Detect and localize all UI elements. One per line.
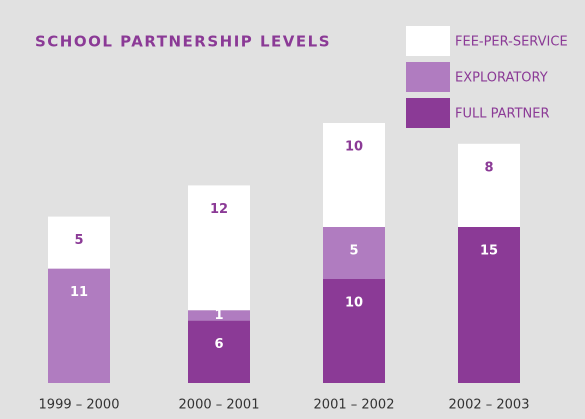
bar-segment <box>458 143 520 227</box>
x-tick-label: 2002 – 2003 <box>449 398 530 413</box>
legend-swatch <box>406 26 450 56</box>
legend-label: EXPLORATORY <box>455 71 548 86</box>
bar-segment <box>48 268 110 383</box>
bar-segment <box>323 123 385 227</box>
bar-segment <box>323 227 385 279</box>
x-tick-label: 2000 – 2001 <box>179 398 260 413</box>
x-tick-label: 2001 – 2002 <box>314 398 395 413</box>
bar-segment <box>458 227 520 383</box>
value-label: 5 <box>74 233 83 248</box>
value-label: 12 <box>210 202 228 217</box>
value-label: 15 <box>480 244 498 259</box>
value-label: 10 <box>345 296 363 311</box>
bar-segment <box>323 279 385 383</box>
value-label: 1 <box>214 308 223 323</box>
value-label: 8 <box>484 160 493 175</box>
bar-segment <box>48 216 110 269</box>
legend-label: FULL PARTNER <box>455 107 550 122</box>
x-tick-label: 1999 – 2000 <box>39 398 120 413</box>
bar-segment <box>188 320 250 383</box>
bar-segment <box>188 185 250 311</box>
bar-segment <box>188 310 250 321</box>
value-label: 10 <box>345 140 363 155</box>
chart-title: SCHOOL PARTNERSHIP LEVELS <box>35 33 331 51</box>
value-label: 5 <box>349 244 358 259</box>
legend-label: FEE-PER-SERVICE <box>455 35 568 50</box>
legend-swatch <box>406 62 450 92</box>
value-label: 11 <box>70 285 88 300</box>
legend-swatch <box>406 98 450 128</box>
value-label: 6 <box>214 337 223 352</box>
